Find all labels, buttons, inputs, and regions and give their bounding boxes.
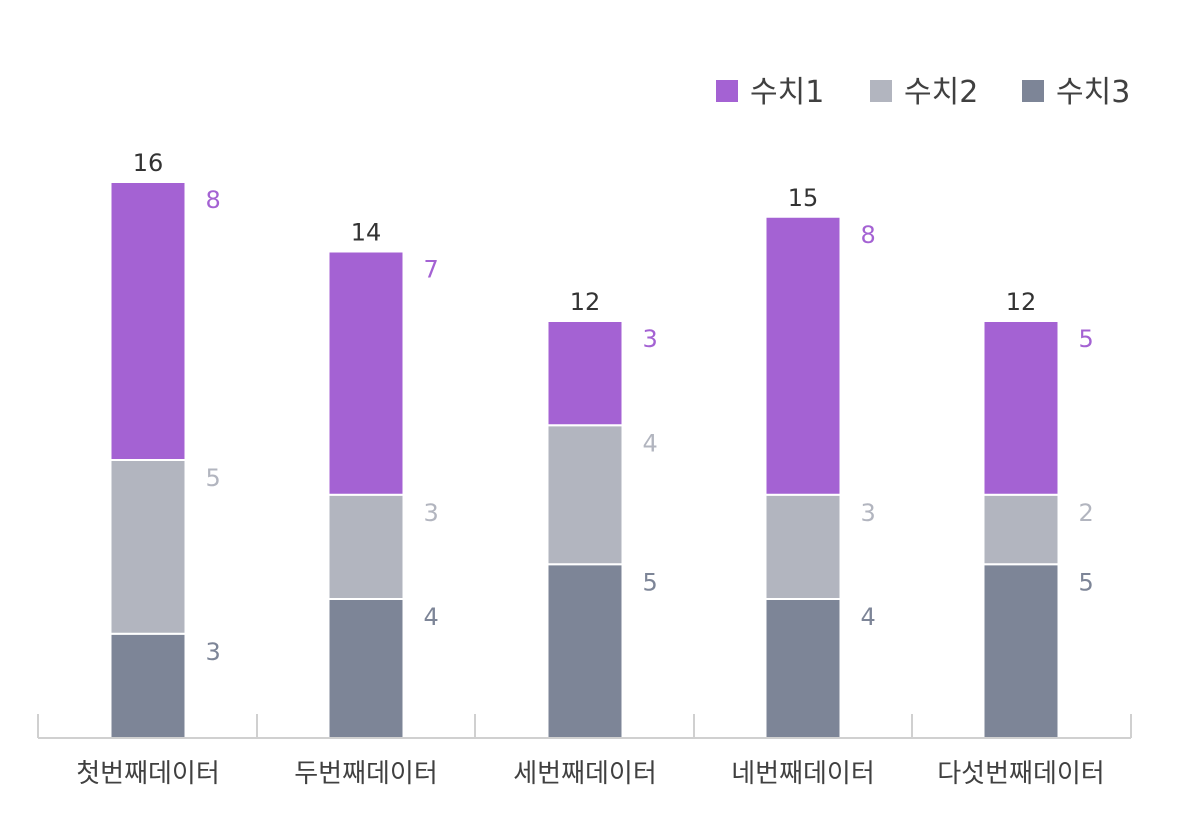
- bar-segment-3-1: [109, 632, 187, 739]
- segment-value-label: 3: [861, 499, 876, 527]
- legend-swatch-2: [870, 80, 892, 102]
- bar-segment-3-5: [982, 563, 1060, 739]
- legend-label-3: 수치3: [1056, 75, 1130, 110]
- category-label: 다섯번째데이터: [937, 759, 1104, 789]
- segment-value-label: 8: [206, 186, 221, 214]
- segment-value-label: 8: [861, 221, 876, 249]
- total-value-label: 12: [570, 288, 601, 316]
- category-label: 네번째데이터: [731, 759, 875, 789]
- bar-segment-3-3: [546, 563, 624, 739]
- bar-segment-2-3: [546, 424, 624, 566]
- segment-value-label: 4: [861, 603, 876, 631]
- segment-value-label: 3: [424, 499, 439, 527]
- legend-label-2: 수치2: [904, 75, 978, 110]
- legend-swatch-1: [716, 80, 738, 102]
- segment-value-label: 5: [1079, 568, 1094, 596]
- bars: 3 5 8 16 4 3 7 14 5 4 3 12 4 3 8 15 5 2 5 12: [109, 149, 1094, 739]
- total-value-label: 14: [351, 219, 382, 247]
- bar-segment-2-2: [327, 493, 405, 600]
- total-value-label: 12: [1006, 288, 1037, 316]
- bar-segment-3-4: [764, 598, 842, 739]
- bar-segment-1-1: [109, 181, 187, 461]
- legend-label-1: 수치1: [750, 75, 824, 110]
- legend: 수치1 수치2 수치3: [716, 75, 1130, 110]
- bar-segment-1-3: [546, 320, 624, 427]
- segment-value-label: 7: [424, 256, 439, 284]
- bar-segment-1-2: [327, 250, 405, 496]
- bar-segment-2-1: [109, 459, 187, 635]
- segment-value-label: 4: [643, 429, 658, 457]
- total-value-label: 15: [788, 184, 819, 212]
- bar-segment-2-5: [982, 493, 1060, 566]
- category-label: 세번째데이터: [513, 759, 657, 789]
- segment-value-label: 3: [206, 638, 221, 666]
- segment-value-label: 5: [1079, 325, 1094, 353]
- segment-value-label: 5: [643, 568, 658, 596]
- segment-value-label: 3: [643, 325, 658, 353]
- legend-swatch-3: [1022, 80, 1044, 102]
- x-axis: 첫번째데이터 두번째데이터 세번째데이터 네번째데이터 다섯번째데이터: [37, 714, 1132, 789]
- total-value-label: 16: [133, 149, 164, 177]
- bar-segment-1-4: [764, 215, 842, 496]
- bar-segment-3-2: [327, 598, 405, 739]
- segment-value-label: 5: [206, 464, 221, 492]
- bar-segment-2-4: [764, 493, 842, 600]
- bar-segment-1-5: [982, 320, 1060, 496]
- category-label: 첫번째데이터: [76, 759, 220, 789]
- category-label: 두번째데이터: [294, 759, 438, 789]
- segment-value-label: 4: [424, 603, 439, 631]
- segment-value-label: 2: [1079, 499, 1094, 527]
